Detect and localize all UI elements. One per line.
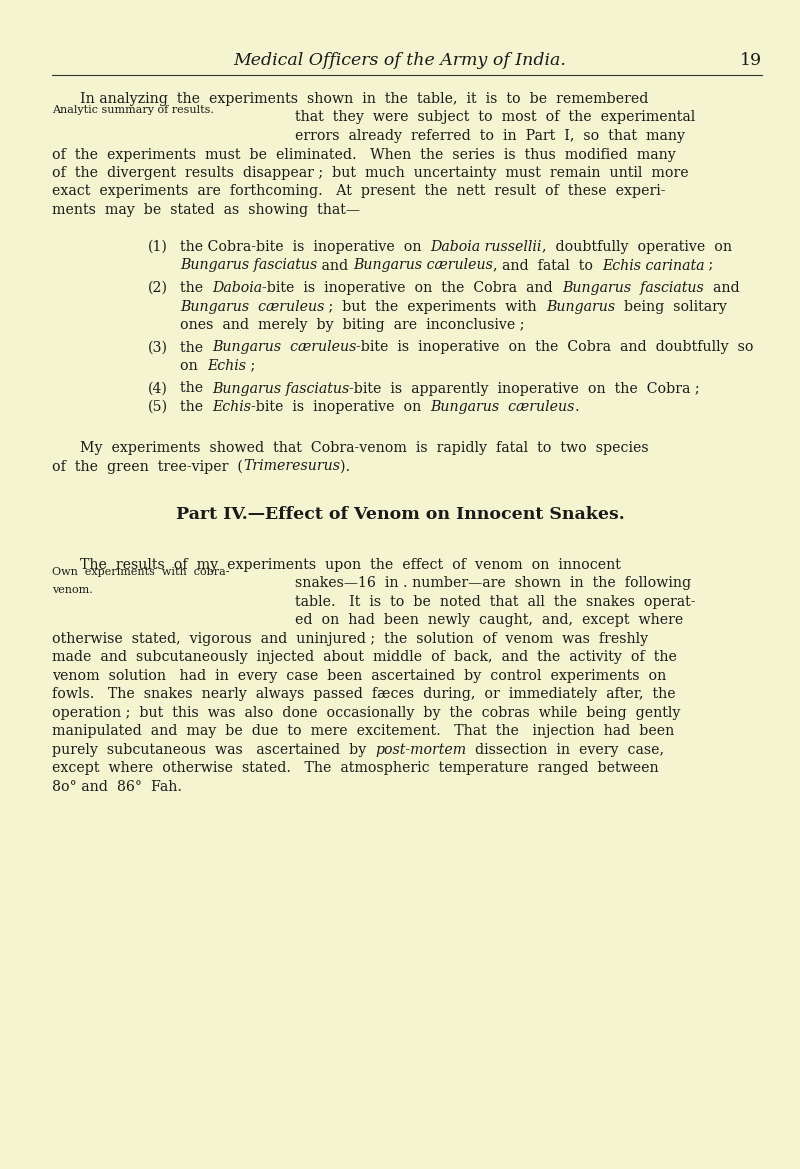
- Text: Bungarus: Bungarus: [546, 299, 615, 313]
- Text: -bite  is  inoperative  on  the  Cobra  and: -bite is inoperative on the Cobra and: [262, 281, 562, 295]
- Text: (4): (4): [148, 381, 168, 395]
- Text: the Cobra-bite  is  inoperative  on: the Cobra-bite is inoperative on: [180, 240, 430, 254]
- Text: errors  already  referred  to  in  Part  I,  so  that  many: errors already referred to in Part I, so…: [295, 129, 685, 143]
- Text: table.   It  is  to  be  noted  that  all  the  snakes  operat-: table. It is to be noted that all the sn…: [295, 595, 695, 609]
- Text: snakes—16  in . number—are  shown  in  the  following: snakes—16 in . number—are shown in the f…: [295, 576, 691, 590]
- Text: Daboia: Daboia: [212, 281, 262, 295]
- Text: Own  experiments  with  cobra-: Own experiments with cobra-: [52, 567, 230, 576]
- Text: exact  experiments  are  forthcoming.   At  present  the  nett  result  of  thes: exact experiments are forthcoming. At pr…: [52, 185, 666, 199]
- Text: the: the: [180, 340, 212, 354]
- Text: of  the  divergent  results  disappear ;  but  much  uncertainty  must  remain  : of the divergent results disappear ; but…: [52, 166, 689, 180]
- Text: except  where  otherwise  stated.   The  atmospheric  temperature  ranged  betwe: except where otherwise stated. The atmos…: [52, 761, 658, 775]
- Text: Bungarus  fasciatus: Bungarus fasciatus: [562, 281, 704, 295]
- Text: operation ;  but  this  was  also  done  occasionally  by  the  cobras  while  b: operation ; but this was also done occas…: [52, 706, 680, 720]
- Text: Medical Officers of the Army of India.: Medical Officers of the Army of India.: [234, 51, 566, 69]
- Text: ed  on  had  been  newly  caught,  and,  except  where: ed on had been newly caught, and, except…: [295, 613, 683, 627]
- Text: of  the  experiments  must  be  eliminated.   When  the  series  is  thus  modif: of the experiments must be eliminated. W…: [52, 147, 676, 161]
- Text: Bungarus  cæruleus: Bungarus cæruleus: [180, 299, 324, 313]
- Text: Echis: Echis: [212, 400, 251, 414]
- Text: ;: ;: [704, 258, 714, 272]
- Text: (3): (3): [148, 340, 168, 354]
- Text: (5): (5): [148, 400, 168, 414]
- Text: venom  solution   had  in  every  case  been  ascertained  by  control  experime: venom solution had in every case been as…: [52, 669, 666, 683]
- Text: -bite  is  inoperative  on  the  Cobra  and  doubtfully  so: -bite is inoperative on the Cobra and do…: [357, 340, 754, 354]
- Text: post-mortem: post-mortem: [375, 742, 466, 756]
- Text: otherwise  stated,  vigorous  and  uninjured ;  the  solution  of  venom  was  f: otherwise stated, vigorous and uninjured…: [52, 631, 648, 645]
- Text: that  they  were  subject  to  most  of  the  experimental: that they were subject to most of the ex…: [295, 111, 695, 125]
- Text: Part IV.—Effect of Venom on Innocent Snakes.: Part IV.—Effect of Venom on Innocent Sna…: [176, 506, 624, 523]
- Text: 19: 19: [740, 51, 762, 69]
- Text: Echis carinata: Echis carinata: [602, 258, 704, 272]
- Text: ;: ;: [246, 359, 255, 373]
- Text: Bungarus cæruleus: Bungarus cæruleus: [353, 258, 493, 272]
- Text: Bungarus fasciatus: Bungarus fasciatus: [212, 381, 350, 395]
- Text: the: the: [180, 281, 212, 295]
- Text: on: on: [180, 359, 206, 373]
- Text: My  experiments  showed  that  Cobra-venom  is  rapidly  fatal  to  two  species: My experiments showed that Cobra-venom i…: [80, 441, 649, 455]
- Text: venom.: venom.: [52, 586, 93, 595]
- Text: (2): (2): [148, 281, 168, 295]
- Text: ;  but  the  experiments  with: ; but the experiments with: [324, 299, 546, 313]
- Text: ).: ).: [340, 459, 350, 473]
- Text: In analyzing  the  experiments  shown  in  the  table,  it  is  to  be  remember: In analyzing the experiments shown in th…: [80, 92, 648, 106]
- Text: The  results  of  my  experiments  upon  the  effect  of  venom  on  innocent: The results of my experiments upon the e…: [80, 558, 621, 572]
- Text: .: .: [574, 400, 579, 414]
- Text: dissection  in  every  case,: dissection in every case,: [466, 742, 664, 756]
- Text: of  the  green  tree-viper  (: of the green tree-viper (: [52, 459, 243, 473]
- Text: the: the: [180, 381, 212, 395]
- Text: (1): (1): [148, 240, 168, 254]
- Text: ones  and  merely  by  biting  are  inconclusive ;: ones and merely by biting are inconclusi…: [180, 318, 525, 332]
- Text: Analytic summary of results.: Analytic summary of results.: [52, 105, 214, 115]
- Text: made  and  subcutaneously  injected  about  middle  of  back,  and  the  activit: made and subcutaneously injected about m…: [52, 650, 677, 664]
- Text: -bite  is  inoperative  on: -bite is inoperative on: [251, 400, 430, 414]
- Text: manipulated  and  may  be  due  to  mere  excitement.   That  the   injection  h: manipulated and may be due to mere excit…: [52, 724, 674, 738]
- Text: Daboia russellii: Daboia russellii: [430, 240, 542, 254]
- Text: being  solitary: being solitary: [615, 299, 727, 313]
- Text: Echis: Echis: [206, 359, 246, 373]
- Text: and: and: [704, 281, 739, 295]
- Text: ,  doubtfully  operative  on: , doubtfully operative on: [542, 240, 732, 254]
- Text: , and  fatal  to: , and fatal to: [493, 258, 602, 272]
- Text: and: and: [318, 258, 353, 272]
- Text: ments  may  be  stated  as  showing  that—: ments may be stated as showing that—: [52, 203, 360, 217]
- Text: purely  subcutaneous  was   ascertained  by: purely subcutaneous was ascertained by: [52, 742, 375, 756]
- Text: 8o° and  86°  Fah.: 8o° and 86° Fah.: [52, 780, 182, 794]
- Text: Bungarus  cæruleus: Bungarus cæruleus: [212, 340, 357, 354]
- Text: -bite  is  apparently  inoperative  on  the  Cobra ;: -bite is apparently inoperative on the C…: [350, 381, 700, 395]
- Text: Bungarus  cæruleus: Bungarus cæruleus: [430, 400, 574, 414]
- Text: Bungarus fasciatus: Bungarus fasciatus: [180, 258, 318, 272]
- Text: Trimeresurus: Trimeresurus: [243, 459, 340, 473]
- Text: the: the: [180, 400, 212, 414]
- Text: fowls.   The  snakes  nearly  always  passed  fæces  during,  or  immediately  a: fowls. The snakes nearly always passed f…: [52, 687, 676, 701]
